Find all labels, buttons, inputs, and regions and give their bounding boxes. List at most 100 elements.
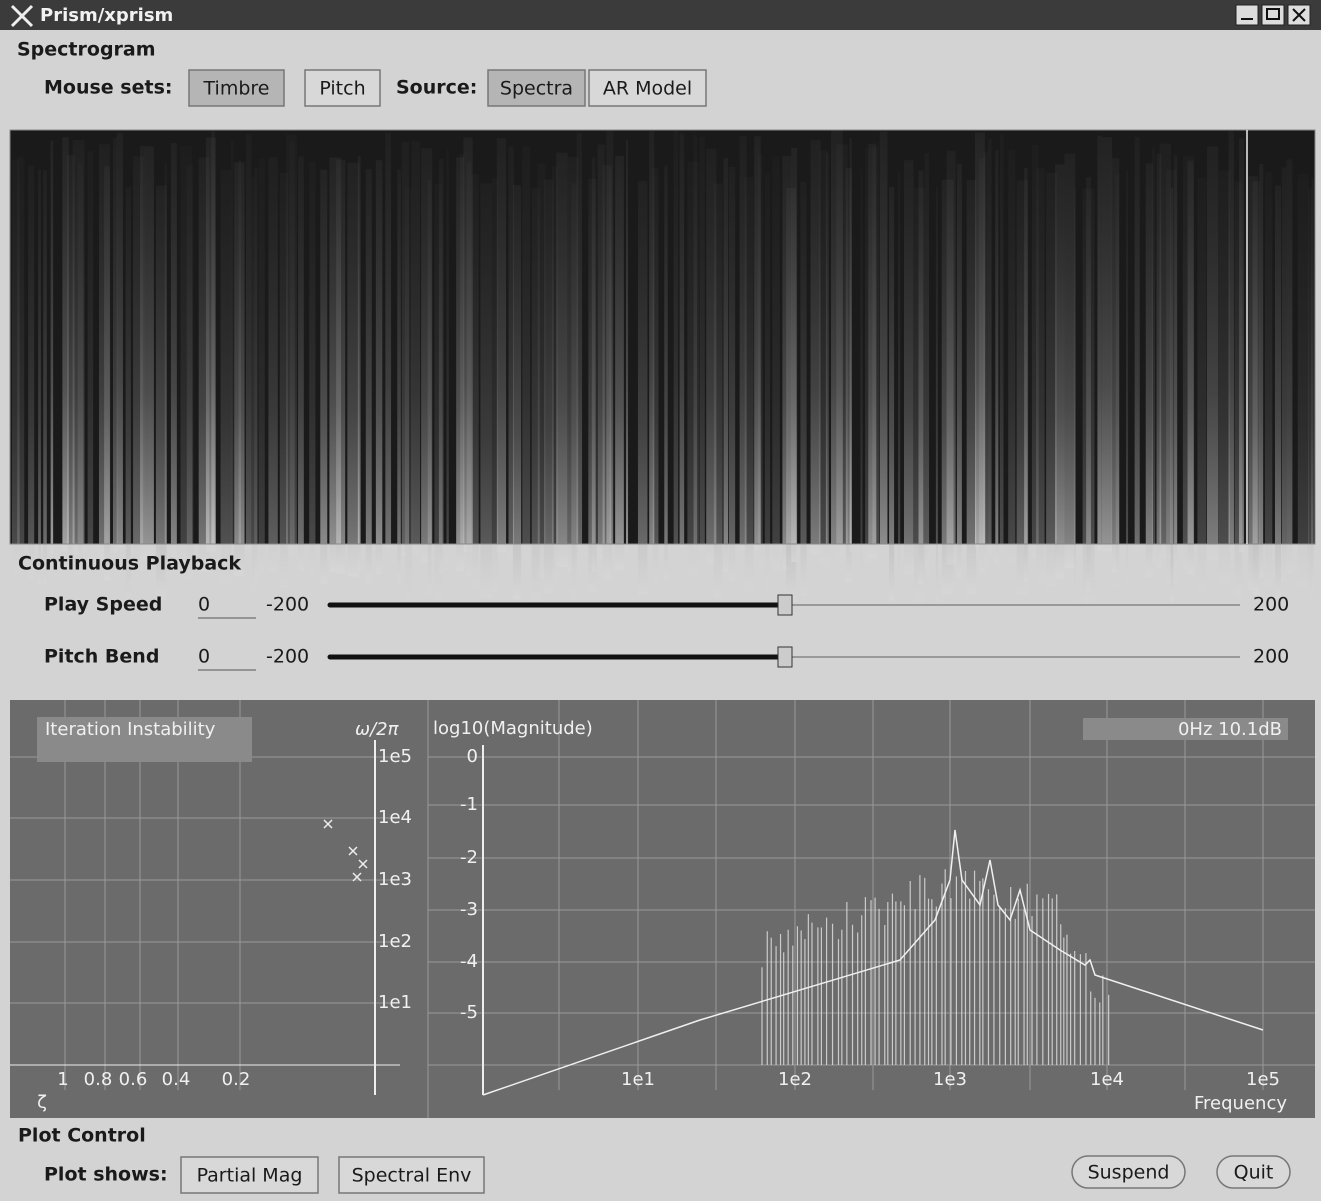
spectrogram-band <box>140 145 145 560</box>
spectrogram-band <box>987 138 992 553</box>
spectrogram-band <box>164 163 167 578</box>
spectrogram-band <box>860 169 863 584</box>
spectrogram-band <box>1228 131 1234 546</box>
spectrogram-band <box>245 133 252 548</box>
spectrogram-band <box>1016 180 1029 595</box>
spectrogram-band <box>279 173 289 588</box>
source-button[interactable] <box>487 69 586 107</box>
spectrogram-band <box>258 158 265 573</box>
plot-option-button[interactable] <box>180 1156 319 1194</box>
slider-min: -200 <box>266 594 309 616</box>
spectrogram-band <box>427 179 432 594</box>
spectrogram-band <box>1197 177 1207 592</box>
spectrogram-band <box>438 159 444 574</box>
y-tick-label: 1e5 <box>378 746 412 767</box>
spectrogram-band <box>12 159 20 574</box>
spectrogram-band <box>1046 172 1057 587</box>
section-heading: Spectrogram <box>17 39 156 61</box>
spectrogram-band <box>1308 188 1313 603</box>
spectrogram-band <box>456 157 464 572</box>
spectrogram-band <box>918 170 924 585</box>
x-tick-label: 1e2 <box>778 1069 812 1090</box>
section-heading: Continuous Playback <box>18 553 241 575</box>
spectrogram-band <box>116 132 123 547</box>
spectrogram-band <box>1055 164 1065 579</box>
x-tick-label: 1 <box>57 1069 68 1090</box>
readout: 0Hz 10.1dB <box>1178 719 1282 740</box>
plot-option-button-label: Partial Mag <box>197 1165 303 1187</box>
slider-value: 0 <box>198 594 210 616</box>
spectrogram-band <box>1145 163 1153 578</box>
spectrogram-band <box>87 151 94 566</box>
spectrogram <box>9 129 1316 545</box>
spectrogram-band <box>496 138 507 553</box>
spectrogram-band <box>460 154 465 569</box>
spectrogram-band <box>946 150 956 565</box>
spectrogram-band <box>491 178 499 593</box>
spectrogram-band <box>903 160 914 575</box>
x-tick-label: 0.8 <box>84 1069 113 1090</box>
spectrogram-band <box>309 161 316 576</box>
window-title: Prism/xprism <box>40 5 173 26</box>
spectrogram-band <box>1159 143 1171 558</box>
x-logo <box>10 4 34 28</box>
spectrogram-band <box>434 183 443 598</box>
slider-thumb[interactable] <box>777 646 793 668</box>
spectrogram-band <box>966 180 977 595</box>
spectrogram-band <box>1156 153 1162 568</box>
x-tick-label: 1e3 <box>933 1069 967 1090</box>
source-button[interactable] <box>588 69 707 107</box>
plot-option-button[interactable] <box>338 1156 485 1194</box>
spectrogram-band <box>1207 146 1219 561</box>
mouse-set-button[interactable] <box>188 69 285 107</box>
spectrogram-band <box>268 157 278 572</box>
spectrogram-band <box>591 157 596 572</box>
pole-marker <box>348 846 358 856</box>
axis-label: ω/2π <box>355 719 400 740</box>
slider-max: 200 <box>1253 646 1289 668</box>
spectrogram-band <box>336 159 346 574</box>
spectrogram-band <box>1024 167 1028 582</box>
x-tick-label: 1e5 <box>1246 1069 1280 1090</box>
spectrogram-band <box>626 140 629 555</box>
spectrogram-band <box>1259 163 1264 578</box>
spectrogram-band <box>1311 177 1314 592</box>
spectrogram-band <box>597 144 605 559</box>
spectrogram-band <box>254 167 258 582</box>
action-button[interactable] <box>1216 1155 1291 1189</box>
spectrogram-band <box>329 157 342 572</box>
spectrogram-band <box>198 157 210 572</box>
spectrogram-band <box>868 143 876 558</box>
y-tick-label: 1e4 <box>378 807 412 828</box>
spectrogram-band <box>220 169 232 584</box>
spectrogram-band <box>1031 144 1039 559</box>
spectrogram-band <box>62 137 69 552</box>
spectrogram-band <box>421 148 433 563</box>
spectrogram-band <box>238 159 242 574</box>
slider-thumb[interactable] <box>777 594 793 616</box>
spectrogram-band <box>687 161 699 576</box>
spectrogram-band <box>754 136 761 551</box>
readout-box <box>1083 718 1288 740</box>
mouse-sets-label: Mouse sets: <box>44 77 172 99</box>
slider-min: -200 <box>266 646 309 668</box>
spectrogram-band <box>679 133 685 548</box>
spectrogram-band <box>825 152 829 567</box>
spectrogram-band <box>1218 170 1231 585</box>
spectrogram-band <box>576 133 583 548</box>
spectrogram-band <box>693 134 697 549</box>
section-heading: Plot Control <box>18 1125 146 1147</box>
source-label: Source: <box>396 77 477 99</box>
window-control[interactable] <box>1235 4 1259 26</box>
mouse-set-button[interactable] <box>304 69 381 107</box>
x-tick-label: 0.6 <box>119 1069 148 1090</box>
action-button[interactable] <box>1071 1155 1186 1189</box>
legend-box <box>37 717 252 762</box>
spectrogram-band <box>757 153 763 568</box>
spectrogram-band <box>104 166 111 581</box>
y-tick-label: -2 <box>460 847 478 868</box>
y-tick-label: 1e2 <box>378 931 412 952</box>
spectrogram-band <box>889 186 895 601</box>
plot-shows-label: Plot shows: <box>44 1164 168 1186</box>
